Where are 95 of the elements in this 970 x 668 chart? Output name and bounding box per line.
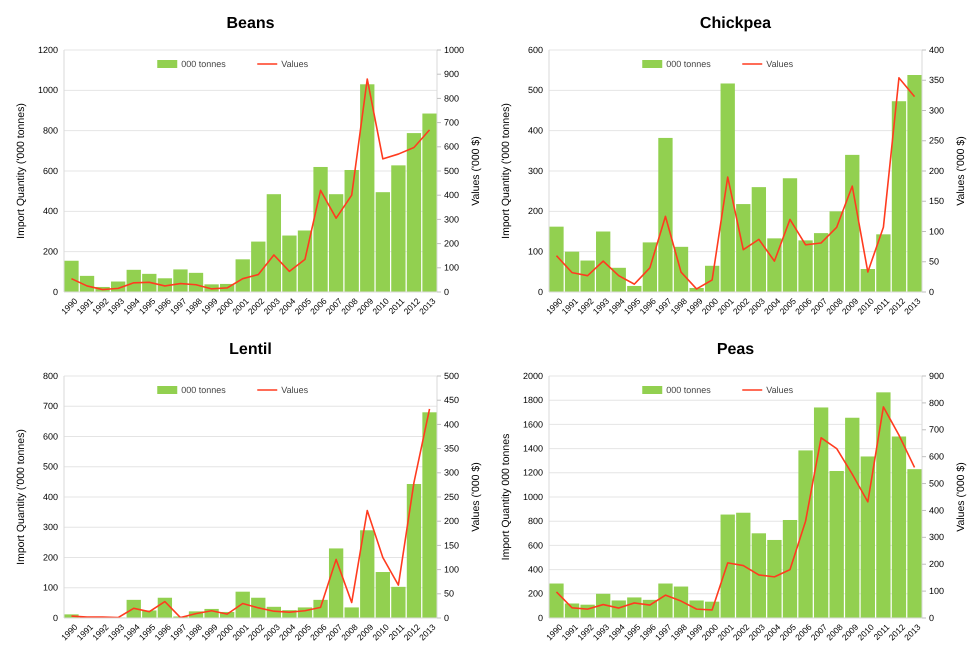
y-tick-label: 1200	[38, 44, 58, 55]
chart-title: Peas	[716, 341, 754, 358]
y2-tick-label: 0	[929, 286, 934, 297]
y2-tick-label: 200	[444, 516, 460, 526]
y2-tick-label: 500	[929, 478, 944, 488]
y2-tick-label: 600	[444, 142, 460, 152]
y2-tick-label: 100	[929, 226, 944, 236]
y-tick-label: 1800	[522, 395, 543, 406]
y2-tick-label: 400	[444, 190, 460, 200]
y-tick-label: 300	[42, 522, 58, 532]
legend-label: Values	[281, 58, 309, 69]
y-tick-label: 400	[42, 492, 58, 502]
chart-title: Chickpea	[700, 15, 772, 32]
y2-tick-label: 300	[444, 214, 460, 224]
y2-axis-title: Values ('000 $)	[470, 136, 482, 206]
y-tick-label: 600	[528, 44, 543, 55]
y-axis-title: Import Quantity ('000 tonnes)	[15, 103, 27, 239]
y-tick-label: 1000	[38, 85, 58, 96]
y-tick-label: 600	[42, 431, 58, 442]
y2-tick-label: 700	[444, 117, 460, 128]
y2-tick-label: 900	[929, 370, 944, 381]
y2-tick-label: 500	[444, 370, 460, 381]
y-tick-label: 700	[42, 401, 58, 412]
y2-tick-label: 350	[929, 75, 944, 86]
y-tick-label: 800	[42, 370, 58, 381]
y2-tick-label: 100	[929, 586, 944, 596]
y2-axis-title: Values ('000 $)	[955, 462, 967, 532]
legend-label: Values	[281, 384, 309, 395]
y-tick-label: 1400	[522, 443, 543, 454]
y-axis-title: Import Quantity 000 tonnes	[500, 434, 512, 560]
legend-label: Values	[766, 384, 794, 395]
y2-axis-title: Values ('000 $)	[470, 462, 482, 532]
y2-tick-label: 200	[929, 559, 944, 570]
y-tick-label: 600	[42, 166, 58, 176]
y2-tick-label: 0	[929, 612, 934, 623]
y2-axis-title: Values ('000 $)	[955, 136, 967, 206]
legend-label: 000 tonnes	[181, 384, 226, 395]
legend-label: 000 tonnes	[666, 58, 712, 69]
y2-tick-label: 300	[929, 532, 944, 542]
y-tick-label: 600	[528, 540, 543, 550]
legend-label: 000 tonnes	[666, 384, 712, 395]
y-tick-label: 400	[528, 126, 543, 136]
y-tick-label: 0	[52, 286, 58, 297]
y-tick-label: 500	[42, 462, 58, 472]
legend-label: Values	[766, 58, 794, 69]
y2-tick-label: 450	[444, 395, 460, 406]
y2-tick-label: 0	[444, 286, 450, 297]
y2-tick-label: 0	[444, 612, 450, 623]
chart-title: Beans	[226, 15, 275, 32]
y2-tick-label: 50	[444, 588, 454, 599]
y2-tick-label: 200	[444, 238, 460, 248]
y2-tick-label: 600	[929, 452, 944, 462]
y2-tick-label: 150	[929, 196, 944, 206]
y-tick-label: 2000	[522, 370, 543, 381]
y2-tick-label: 250	[444, 492, 460, 502]
y-axis-title: Import Quantity ('000 tonnes)	[500, 103, 512, 239]
y2-tick-label: 150	[444, 540, 460, 550]
y2-tick-label: 250	[929, 136, 944, 146]
y2-tick-label: 50	[929, 256, 940, 267]
y-tick-label: 1000	[522, 492, 543, 502]
y-tick-label: 200	[528, 588, 543, 599]
y-tick-label: 400	[42, 206, 58, 216]
y2-tick-label: 400	[444, 419, 460, 430]
y2-tick-label: 100	[444, 564, 460, 574]
y2-tick-label: 400	[929, 44, 944, 55]
y2-tick-label: 300	[444, 468, 460, 478]
y2-tick-label: 800	[929, 398, 944, 408]
y-tick-label: 800	[42, 126, 58, 136]
y-tick-label: 800	[528, 516, 543, 526]
y-tick-label: 100	[42, 582, 58, 593]
y2-tick-label: 900	[444, 69, 460, 80]
y-tick-label: 200	[42, 246, 58, 257]
y2-tick-label: 300	[929, 105, 944, 116]
chart-title: Lentil	[229, 341, 272, 358]
y-tick-label: 0	[52, 612, 58, 623]
y2-tick-label: 700	[929, 424, 944, 435]
y-tick-label: 100	[528, 246, 543, 257]
y2-tick-label: 100	[444, 262, 460, 273]
y-axis-title: Import Quantity ('000 tonnes)	[15, 429, 27, 565]
y-tick-label: 1200	[522, 468, 543, 478]
y-tick-label: 0	[538, 612, 543, 623]
y2-tick-label: 1000	[444, 44, 464, 55]
y-tick-label: 400	[528, 564, 543, 574]
y2-tick-label: 400	[929, 505, 944, 516]
y2-tick-label: 500	[444, 166, 460, 176]
y-tick-label: 200	[528, 206, 543, 216]
y2-tick-label: 800	[444, 93, 460, 104]
y-tick-label: 300	[528, 166, 543, 176]
y-tick-label: 0	[538, 286, 543, 297]
y-tick-label: 1600	[522, 419, 543, 430]
legend-label: 000 tonnes	[181, 58, 226, 69]
y-tick-label: 500	[528, 85, 543, 96]
y2-tick-label: 350	[444, 443, 460, 454]
y-tick-label: 200	[42, 552, 58, 562]
y2-tick-label: 200	[929, 166, 944, 176]
